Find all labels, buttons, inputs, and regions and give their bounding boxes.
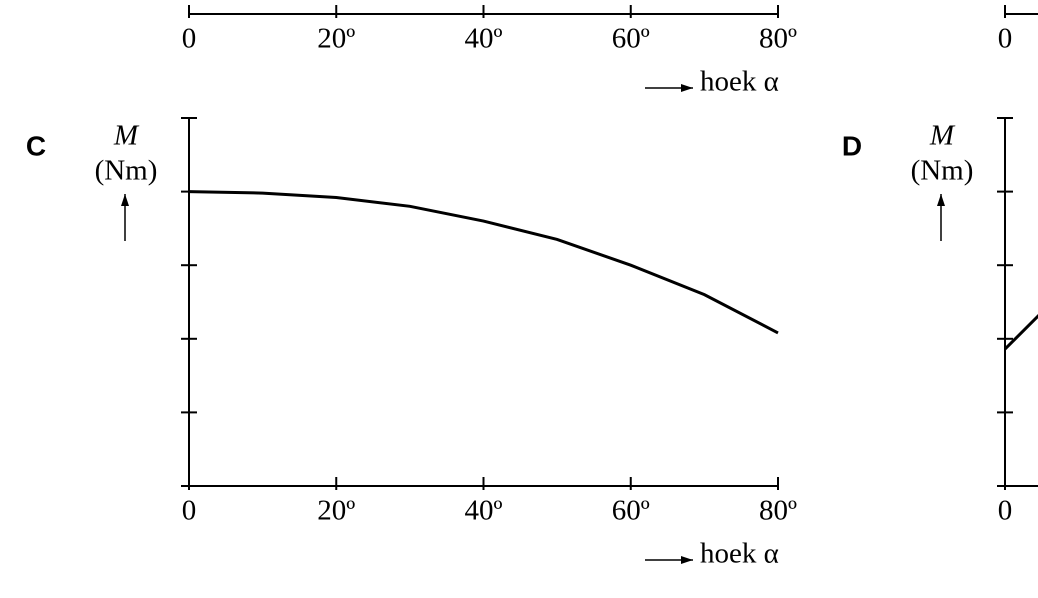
x-tick-label: 60º [612, 495, 650, 527]
x-axis-label: hoek α [700, 66, 779, 98]
x-tick-label: 80º [759, 23, 797, 55]
arrow-head [681, 556, 693, 564]
x-tick-label: 40º [465, 23, 503, 55]
x-tick-label: 60º [612, 23, 650, 55]
arrow-head [121, 194, 129, 206]
curve [1003, 313, 1038, 351]
y-axis-unit: (Nm) [95, 155, 158, 187]
x-tick-label: 0 [998, 23, 1013, 55]
curve [188, 190, 779, 335]
y-axis-label: M [113, 120, 140, 152]
x-tick-label: 20º [317, 495, 355, 527]
x-tick-label: 20º [317, 23, 355, 55]
x-tick-label: 0 [998, 495, 1013, 527]
x-tick-label: 0 [182, 23, 197, 55]
panel-label: D [842, 130, 862, 161]
arrow-head [937, 194, 945, 206]
x-tick-label: 40º [465, 495, 503, 527]
arrow-head [681, 84, 693, 92]
x-tick-label: 0 [182, 495, 197, 527]
y-axis-unit: (Nm) [911, 155, 974, 187]
x-axis-label: hoek α [700, 538, 779, 570]
x-tick-label: 80º [759, 495, 797, 527]
panel-label: C [26, 130, 46, 161]
y-axis-label: M [929, 120, 956, 152]
